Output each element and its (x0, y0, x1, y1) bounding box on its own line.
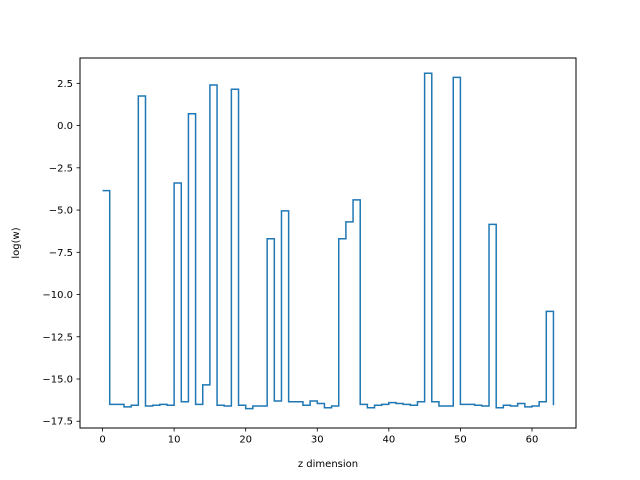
x-tick-label: 40 (382, 435, 395, 446)
x-axis-label: z dimension (298, 459, 358, 470)
x-tick-label: 50 (454, 435, 467, 446)
series-line (102, 72, 555, 410)
plot-area (80, 58, 576, 428)
x-tick-label: 0 (99, 435, 105, 446)
y-tick-label: 0.0 (57, 121, 73, 132)
y-tick-label: 2.5 (57, 79, 73, 90)
x-tick-label: 60 (526, 435, 539, 446)
y-axis-label: log(w) (11, 227, 22, 258)
x-tick-label: 20 (239, 435, 252, 446)
x-axis-ticks: 0 10 20 30 40 50 60 (99, 428, 538, 446)
x-tick-label: 10 (168, 435, 181, 446)
y-tick-label: −15.0 (42, 375, 73, 386)
y-tick-label: −5.0 (49, 206, 73, 217)
y-tick-label: −2.5 (49, 163, 73, 174)
y-tick-label: −17.5 (42, 417, 73, 428)
plot-frame (79, 57, 577, 429)
y-tick-label: −7.5 (49, 248, 73, 259)
y-tick-label: −10.0 (42, 290, 73, 301)
y-axis-ticks: 2.5 0.0 −2.5 −5.0 −7.5 −10.0 −12.5 −15.0 −17.5 (42, 79, 80, 428)
y-tick-label: −12.5 (42, 332, 73, 343)
x-tick-label: 30 (311, 435, 324, 446)
